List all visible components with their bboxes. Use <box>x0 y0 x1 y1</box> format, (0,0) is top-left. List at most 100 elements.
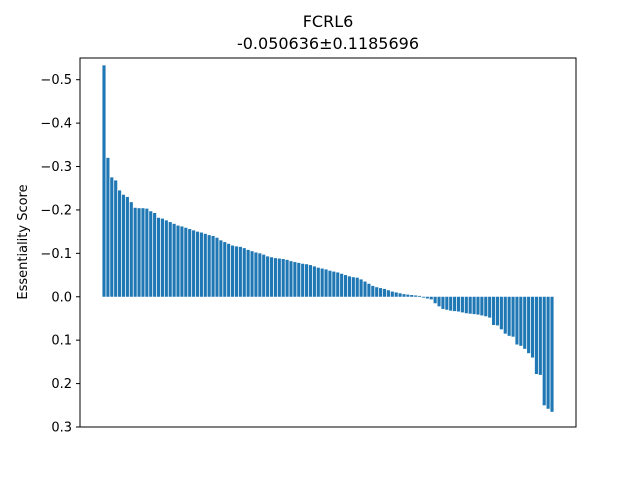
bar <box>172 223 176 297</box>
bar <box>199 232 203 297</box>
bar <box>273 258 277 297</box>
bar <box>184 227 188 297</box>
bar <box>316 267 320 297</box>
bar <box>429 296 433 300</box>
bar <box>195 231 200 297</box>
y-tick-label: −0.3 <box>40 160 72 175</box>
bar <box>507 296 511 336</box>
bar <box>121 194 126 297</box>
bar <box>351 277 355 297</box>
bar <box>460 296 464 313</box>
bar <box>262 254 266 297</box>
bar <box>137 208 141 297</box>
chart-title: FCRL6 <box>303 12 354 31</box>
bar <box>308 265 313 297</box>
bar <box>254 252 258 297</box>
bar <box>293 262 297 297</box>
bar <box>106 157 110 297</box>
bar <box>110 177 114 297</box>
bar <box>527 296 531 354</box>
bar <box>129 202 133 297</box>
bar <box>343 275 348 297</box>
bar <box>145 208 149 297</box>
bar <box>464 296 468 314</box>
bar <box>519 296 523 346</box>
bar <box>484 296 488 317</box>
bar <box>246 249 250 297</box>
bar <box>488 296 492 318</box>
chart-subtitle: -0.050636±0.1185696 <box>237 34 419 53</box>
bar <box>332 271 336 297</box>
bar <box>476 296 480 315</box>
bar <box>390 291 394 297</box>
bar <box>406 294 410 297</box>
bar <box>141 208 145 297</box>
bar <box>386 290 390 297</box>
plot-frame <box>79 57 577 428</box>
y-tick-label: −0.5 <box>40 73 72 88</box>
bar <box>305 264 309 297</box>
y-tick-label: −0.1 <box>40 247 72 262</box>
bar <box>180 226 184 297</box>
bar <box>523 296 527 349</box>
bar <box>242 248 246 297</box>
bar <box>328 270 332 297</box>
bar <box>238 246 242 297</box>
bar <box>114 180 118 297</box>
bar <box>398 293 402 297</box>
bar <box>495 296 500 326</box>
bar <box>456 296 461 312</box>
bar <box>231 245 235 297</box>
bar <box>219 240 223 297</box>
bar <box>301 263 305 297</box>
y-axis-label: Essentiality Score <box>16 184 31 299</box>
bar <box>542 296 546 406</box>
bar <box>367 283 371 297</box>
bar <box>340 273 344 297</box>
bar <box>530 296 535 358</box>
bar <box>402 294 406 297</box>
bar <box>421 296 426 298</box>
bar <box>211 235 215 297</box>
bars-group <box>102 65 554 412</box>
bar <box>285 259 289 297</box>
bar <box>168 222 172 297</box>
bar <box>160 218 164 297</box>
bar <box>188 229 192 297</box>
bar <box>118 190 122 297</box>
y-tick-label: −0.4 <box>40 117 72 132</box>
y-tick-label: 0.0 <box>51 290 72 305</box>
bar <box>215 237 219 297</box>
bar <box>453 296 457 312</box>
bar <box>223 242 227 297</box>
bar <box>437 296 441 307</box>
y-ticks-group: −0.5 −0.4 −0.3 −0.2 −0.1 0.0 0.1 0.2 0.3 <box>40 73 80 436</box>
bar <box>250 251 254 297</box>
bar <box>414 295 418 297</box>
bar <box>266 256 270 297</box>
bar <box>203 233 207 297</box>
bar <box>102 65 106 297</box>
bar <box>472 296 476 315</box>
y-tick-label: 0.1 <box>51 334 72 349</box>
bar <box>289 261 293 297</box>
bar <box>164 220 168 297</box>
bar <box>379 288 383 297</box>
y-tick-label: −0.2 <box>40 203 72 218</box>
bar <box>312 266 316 297</box>
bar <box>227 243 231 297</box>
bar <box>538 296 542 375</box>
bar <box>125 196 129 297</box>
bar <box>149 211 153 297</box>
bar <box>382 288 387 297</box>
bar <box>511 296 515 337</box>
bar <box>297 262 301 297</box>
bar <box>347 276 351 297</box>
bar <box>499 296 503 330</box>
bar <box>445 296 449 310</box>
bar <box>410 295 414 297</box>
bar <box>359 279 363 297</box>
bar <box>433 296 437 304</box>
bar <box>394 292 398 297</box>
